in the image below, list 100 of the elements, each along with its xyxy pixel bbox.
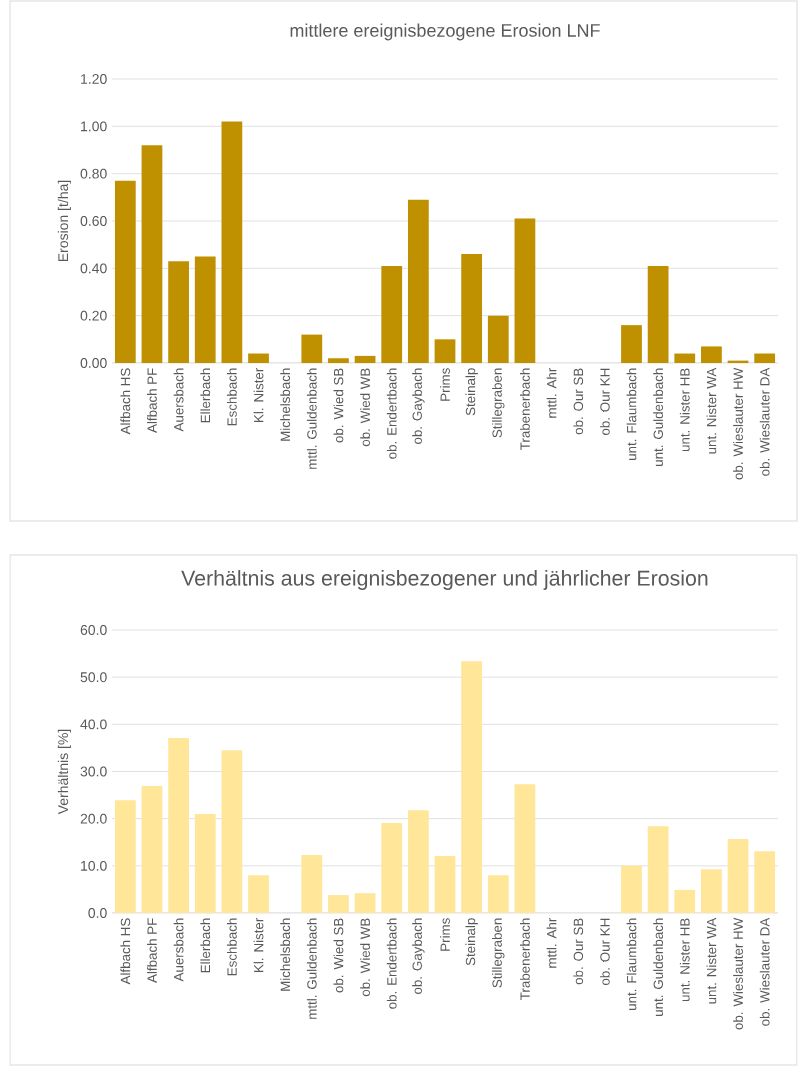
x-tick-label: mttl. Ahr <box>546 367 557 418</box>
x-tick-label: ob. Wied WB <box>360 918 370 997</box>
bar <box>701 869 722 913</box>
x-tick-label: Michelsbach <box>280 918 291 991</box>
x-tick-label: ob. Our KH <box>599 918 610 986</box>
x-tick-label: ob. Endertbach <box>386 918 397 1009</box>
bar <box>381 822 403 913</box>
x-tick-label: unt. Flaumbach <box>626 918 637 1010</box>
x-tick-label: Prims <box>440 918 450 951</box>
bar <box>114 180 136 363</box>
chart-title: mittlere ereignisbezogene Erosion LNF <box>290 23 600 41</box>
x-tick-label: unt. Nister HB <box>679 368 690 452</box>
bar <box>727 838 749 913</box>
bar <box>221 750 243 913</box>
x-tick-label: Trabenerbach <box>520 918 530 1000</box>
x-tick-label: Eschbach <box>226 918 237 976</box>
y-tick-label: 0.0 <box>88 908 107 918</box>
x-tick-label: ob. Gaybach <box>412 368 425 444</box>
bar <box>381 265 403 363</box>
bar <box>328 895 349 913</box>
bar <box>487 875 509 913</box>
x-tick-label: ob. Wied WB <box>360 368 370 447</box>
bar <box>221 121 243 363</box>
bar <box>461 661 483 913</box>
bar <box>141 786 163 913</box>
x-tick-label: Steinalp <box>465 368 478 416</box>
bar <box>301 854 323 913</box>
x-tick-label: ob. Wieslauter DA <box>759 917 770 1026</box>
x-tick-label: ob. Endertbach <box>386 368 397 459</box>
x-tick-label: Prims <box>440 368 450 401</box>
bar <box>754 353 776 363</box>
bar <box>141 145 163 363</box>
bar <box>754 851 776 913</box>
bar <box>434 855 456 913</box>
x-tick-label: unt. Guldenbach <box>653 918 664 1016</box>
bar <box>674 889 696 913</box>
x-tick-label: Alfbach HS <box>120 368 131 435</box>
bar <box>514 218 536 363</box>
bar <box>514 784 536 913</box>
bar <box>248 353 269 363</box>
x-tick-label: ob. Our KH <box>599 368 610 436</box>
x-tick-label: mttl. Guldenbach <box>306 918 317 1019</box>
x-tick-label: Ellerbach <box>200 368 211 423</box>
x-tick-label: Kl. Nister <box>253 917 264 972</box>
y-tick-label: 0.20 <box>80 310 107 321</box>
bar <box>407 810 429 913</box>
y-tick-label: 10.0 <box>81 860 107 871</box>
bar <box>114 800 136 913</box>
x-tick-label: mttl. Guldenbach <box>306 368 317 469</box>
bar <box>194 256 216 363</box>
y-tick-label: 50.0 <box>80 672 107 683</box>
x-tick-label: unt. Guldenbach <box>653 368 664 466</box>
x-tick-label: Michelsbach <box>280 368 291 441</box>
bar <box>301 334 323 363</box>
x-tick-label: ob. Wieslauter HW <box>733 367 743 480</box>
x-tick-label: unt. Nister WA <box>706 917 717 1004</box>
bar <box>248 875 269 913</box>
bar <box>674 353 696 363</box>
x-tick-label: ob. Wied SB <box>333 918 344 993</box>
bar <box>647 826 669 913</box>
bar <box>168 738 189 913</box>
x-tick-label: Trabenerbach <box>520 368 530 450</box>
bar <box>647 265 669 363</box>
x-tick-label: Alfbach HS <box>120 918 131 985</box>
bar <box>434 339 456 363</box>
y-tick-label: 0.80 <box>80 168 107 179</box>
bar <box>461 254 483 363</box>
x-tick-label: unt. Nister WA <box>706 367 717 454</box>
y-tick-label: 0.40 <box>80 263 107 274</box>
x-tick-label: unt. Nister HB <box>679 918 690 1002</box>
chart-title: Verhältnis aus ereignisbezogener und jährlicher Erosion <box>181 570 708 590</box>
x-tick-label: ob. Wieslauter HW <box>733 917 743 1030</box>
y-tick-label: 60.0 <box>80 625 107 635</box>
y-axis-title: Verhältnis [%] <box>57 729 71 815</box>
x-tick-label: Alfbach PF <box>147 368 157 433</box>
x-tick-label: Auersbach <box>173 918 184 982</box>
x-tick-label: Stillegraben <box>492 368 505 438</box>
x-tick-label: unt. Flaumbach <box>626 368 637 460</box>
y-tick-label: 0.00 <box>80 358 107 368</box>
y-axis-title: Erosion [t/ha] <box>57 180 71 262</box>
x-tick-label: Kl. Nister <box>253 367 264 422</box>
x-tick-label: Alfbach PF <box>147 918 157 983</box>
bar <box>194 813 216 913</box>
x-tick-label: ob. Gaybach <box>412 918 425 994</box>
y-tick-label: 20.0 <box>80 813 107 824</box>
x-tick-label: Auersbach <box>173 368 184 432</box>
bar <box>354 893 376 913</box>
x-tick-label: Stillegraben <box>492 918 505 988</box>
x-tick-label: Eschbach <box>226 368 237 426</box>
y-tick-label: 1.20 <box>81 74 107 84</box>
bar <box>328 358 349 363</box>
bar <box>487 315 509 363</box>
y-tick-label: 30.0 <box>80 766 107 777</box>
bar <box>354 355 376 363</box>
x-tick-label: ob. Wied SB <box>333 368 344 443</box>
y-tick-label: 0.60 <box>80 216 107 226</box>
x-tick-label: ob. Wieslauter DA <box>759 367 770 476</box>
bar <box>621 325 642 363</box>
x-tick-label: ob. Our SB <box>573 368 584 435</box>
bar <box>621 865 642 913</box>
